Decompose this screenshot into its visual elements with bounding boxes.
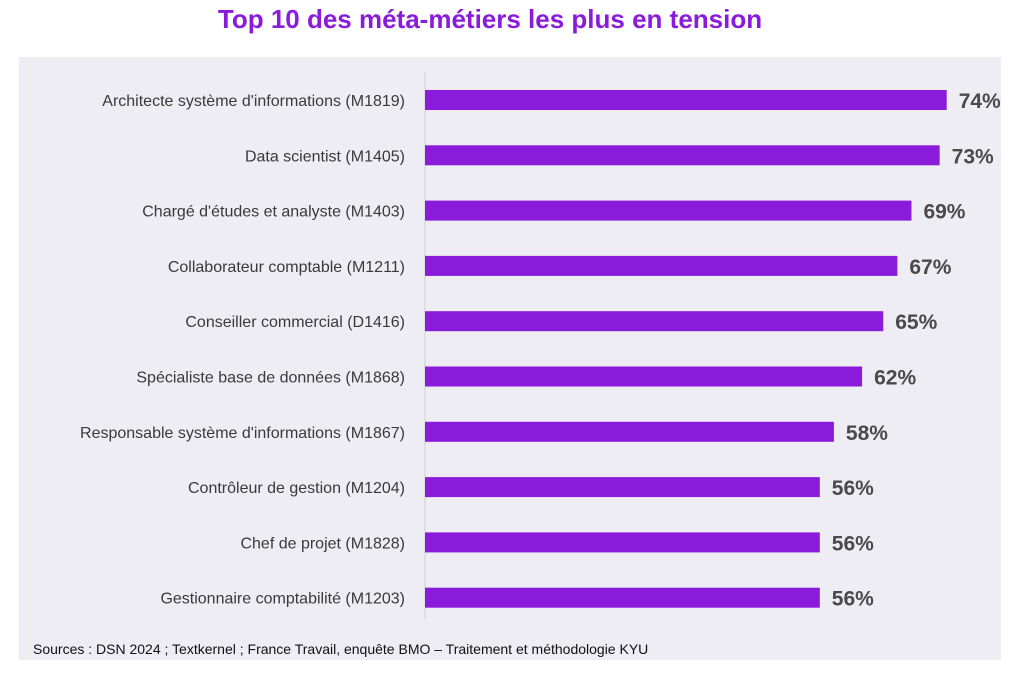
- bar: [425, 532, 820, 553]
- bar: [425, 145, 940, 166]
- category-label: Architecte système d'informations (M1819…: [102, 93, 405, 110]
- bar: [425, 311, 884, 332]
- category-label: Responsable système d'informations (M186…: [80, 425, 405, 442]
- chart-title: Top 10 des méta-métiers les plus en tens…: [217, 4, 763, 34]
- value-label: 73%: [952, 145, 994, 168]
- bar: [425, 255, 898, 276]
- bar: [425, 366, 863, 387]
- category-label: Chargé d'études et analyste (M1403): [142, 204, 405, 221]
- value-label: 65%: [895, 311, 937, 334]
- bar: [425, 421, 834, 442]
- bar: [425, 200, 912, 221]
- category-label: Chef de projet (M1828): [240, 535, 405, 552]
- source-note: Sources : DSN 2024 ; Textkernel ; France…: [33, 641, 649, 657]
- category-label: Gestionnaire comptabilité (M1203): [160, 591, 405, 608]
- value-label: 69%: [923, 201, 965, 224]
- category-label: Data scientist (M1405): [245, 148, 405, 165]
- category-label: Collaborateur comptable (M1211): [168, 259, 405, 276]
- value-label: 56%: [832, 477, 874, 500]
- category-label: Contrôleur de gestion (M1204): [188, 480, 405, 497]
- bar: [425, 90, 947, 110]
- bar-chart: Architecte système d'informations (M1819…: [19, 57, 1001, 660]
- bar: [425, 477, 820, 498]
- value-label: 56%: [832, 588, 874, 611]
- category-label: Conseiller commercial (D1416): [185, 314, 405, 331]
- chart-panel: Architecte système d'informations (M1819…: [19, 57, 1001, 660]
- bars-layer: Architecte système d'informations (M1819…: [80, 90, 1001, 611]
- value-label: 74%: [959, 90, 1001, 113]
- value-label: 62%: [874, 367, 916, 390]
- category-label: Spécialiste base de données (M1868): [136, 370, 405, 387]
- value-label: 58%: [846, 422, 888, 445]
- bar: [425, 587, 820, 608]
- value-label: 67%: [909, 256, 951, 279]
- value-label: 56%: [832, 532, 874, 555]
